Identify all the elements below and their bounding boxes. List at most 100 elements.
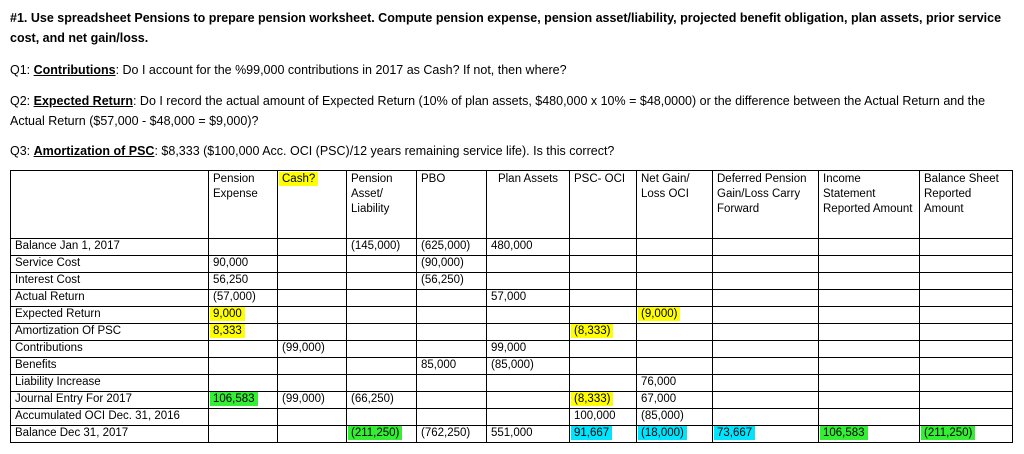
table-cell bbox=[712, 391, 819, 409]
question-3-topic: Amortization of PSC bbox=[33, 144, 155, 158]
assignment-title: #1. Use spreadsheet Pensions to prepare … bbox=[10, 11, 1002, 45]
table-cell: (625,000) bbox=[416, 238, 487, 256]
table-cell: 100,000 bbox=[569, 408, 637, 426]
table-cell bbox=[346, 323, 417, 341]
header-income-statement: Income Statement Reported Amount bbox=[818, 170, 920, 239]
table-cell bbox=[712, 374, 819, 392]
table-cell bbox=[818, 340, 920, 358]
table-cell bbox=[636, 255, 713, 273]
highlighted-value: 73,667 bbox=[714, 426, 756, 440]
table-row: Accumulated OCI Dec. 31, 2016 100,000 (85,… bbox=[10, 408, 1013, 426]
table-cell: 91,667 bbox=[569, 425, 637, 443]
row-label: Contributions bbox=[10, 340, 209, 358]
table-cell: 76,000 bbox=[636, 374, 713, 392]
instructions: #1. Use spreadsheet Pensions to prepare … bbox=[10, 0, 1015, 161]
table-cell bbox=[208, 408, 278, 426]
table-cell bbox=[346, 408, 417, 426]
table-cell bbox=[416, 391, 487, 409]
row-label: Balance Dec 31, 2017 bbox=[10, 425, 209, 443]
table-cell bbox=[208, 238, 278, 256]
row-label: Interest Cost bbox=[10, 272, 209, 290]
header-row: Pension Expense Cash? Pension Asset/ Lia… bbox=[10, 170, 1013, 239]
table-cell bbox=[277, 289, 347, 307]
table-cell bbox=[919, 391, 1013, 409]
row-label: Actual Return bbox=[10, 289, 209, 307]
table-cell bbox=[346, 357, 417, 375]
table-cell bbox=[712, 323, 819, 341]
table-cell bbox=[712, 357, 819, 375]
table-cell: (211,250) bbox=[346, 425, 417, 443]
table-cell bbox=[919, 255, 1013, 273]
table-cell bbox=[208, 357, 278, 375]
table-cell: (56,250) bbox=[416, 272, 487, 290]
table-cell: (99,000) bbox=[277, 391, 347, 409]
table-cell: (18,000) bbox=[636, 425, 713, 443]
table-cell bbox=[636, 272, 713, 290]
table-cell bbox=[486, 374, 570, 392]
table-row: Contributions (99,000) 99,000 bbox=[10, 340, 1013, 358]
table-cell bbox=[818, 391, 920, 409]
table-row: Liability Increase 76,000 bbox=[10, 374, 1013, 392]
table-cell bbox=[919, 408, 1013, 426]
header-blank bbox=[10, 170, 209, 239]
header-pension-expense: Pension Expense bbox=[208, 170, 278, 239]
table-cell bbox=[636, 357, 713, 375]
table-cell bbox=[712, 306, 819, 324]
row-label: Amortization Of PSC bbox=[10, 323, 209, 341]
table-cell bbox=[277, 408, 347, 426]
table-cell bbox=[208, 340, 278, 358]
table-cell: 9,000 bbox=[208, 306, 278, 324]
row-label: Balance Jan 1, 2017 bbox=[10, 238, 209, 256]
table-cell: (211,250) bbox=[919, 425, 1013, 443]
header-net-gain-loss-oci: Net Gain/ Loss OCI bbox=[636, 170, 713, 239]
table-cell: 67,000 bbox=[636, 391, 713, 409]
highlighted-value: 8,333 bbox=[210, 324, 245, 338]
table-cell bbox=[919, 272, 1013, 290]
highlighted-value: 106,583 bbox=[820, 426, 868, 440]
table-row: Interest Cost 56,250 (56,250) bbox=[10, 272, 1013, 290]
highlighted-value: (8,333) bbox=[571, 324, 614, 338]
table-cell bbox=[919, 238, 1013, 256]
table-cell: (145,000) bbox=[346, 238, 417, 256]
table-row: Actual Return (57,000) 57,000 bbox=[10, 289, 1013, 307]
table-cell bbox=[818, 357, 920, 375]
table-cell bbox=[569, 255, 637, 273]
table-cell bbox=[636, 323, 713, 341]
table-cell: (8,333) bbox=[569, 323, 637, 341]
table-cell bbox=[569, 357, 637, 375]
highlighted-value: (9,000) bbox=[638, 307, 681, 321]
row-label: Benefits bbox=[10, 357, 209, 375]
table-cell: 8,333 bbox=[208, 323, 278, 341]
table-cell: (66,250) bbox=[346, 391, 417, 409]
table-cell: (99,000) bbox=[277, 340, 347, 358]
table-cell bbox=[346, 289, 417, 307]
table-cell bbox=[277, 238, 347, 256]
highlighted-value: (18,000) bbox=[638, 426, 687, 440]
table-cell bbox=[919, 374, 1013, 392]
table-cell bbox=[486, 306, 570, 324]
pension-worksheet: Pension Expense Cash? Pension Asset/ Lia… bbox=[10, 170, 1013, 443]
table-cell: 85,000 bbox=[416, 357, 487, 375]
table-cell bbox=[919, 357, 1013, 375]
table-cell: (85,000) bbox=[486, 357, 570, 375]
table-cell: (85,000) bbox=[636, 408, 713, 426]
table-cell bbox=[712, 408, 819, 426]
table-cell: (9,000) bbox=[636, 306, 713, 324]
table-cell bbox=[346, 272, 417, 290]
row-label: Service Cost bbox=[10, 255, 209, 273]
question-1-topic: Contributions bbox=[33, 63, 116, 77]
table-cell bbox=[569, 340, 637, 358]
table-cell bbox=[712, 340, 819, 358]
highlighted-value: (211,250) bbox=[348, 426, 403, 440]
table-cell bbox=[486, 408, 570, 426]
table-cell bbox=[919, 323, 1013, 341]
table-cell: (57,000) bbox=[208, 289, 278, 307]
table-row: Benefits 85,000 (85,000) bbox=[10, 357, 1013, 375]
table-cell bbox=[919, 289, 1013, 307]
table-cell bbox=[569, 306, 637, 324]
table-cell bbox=[818, 238, 920, 256]
table-cell bbox=[416, 374, 487, 392]
table-cell bbox=[277, 374, 347, 392]
table-cell bbox=[818, 272, 920, 290]
table-cell bbox=[569, 238, 637, 256]
